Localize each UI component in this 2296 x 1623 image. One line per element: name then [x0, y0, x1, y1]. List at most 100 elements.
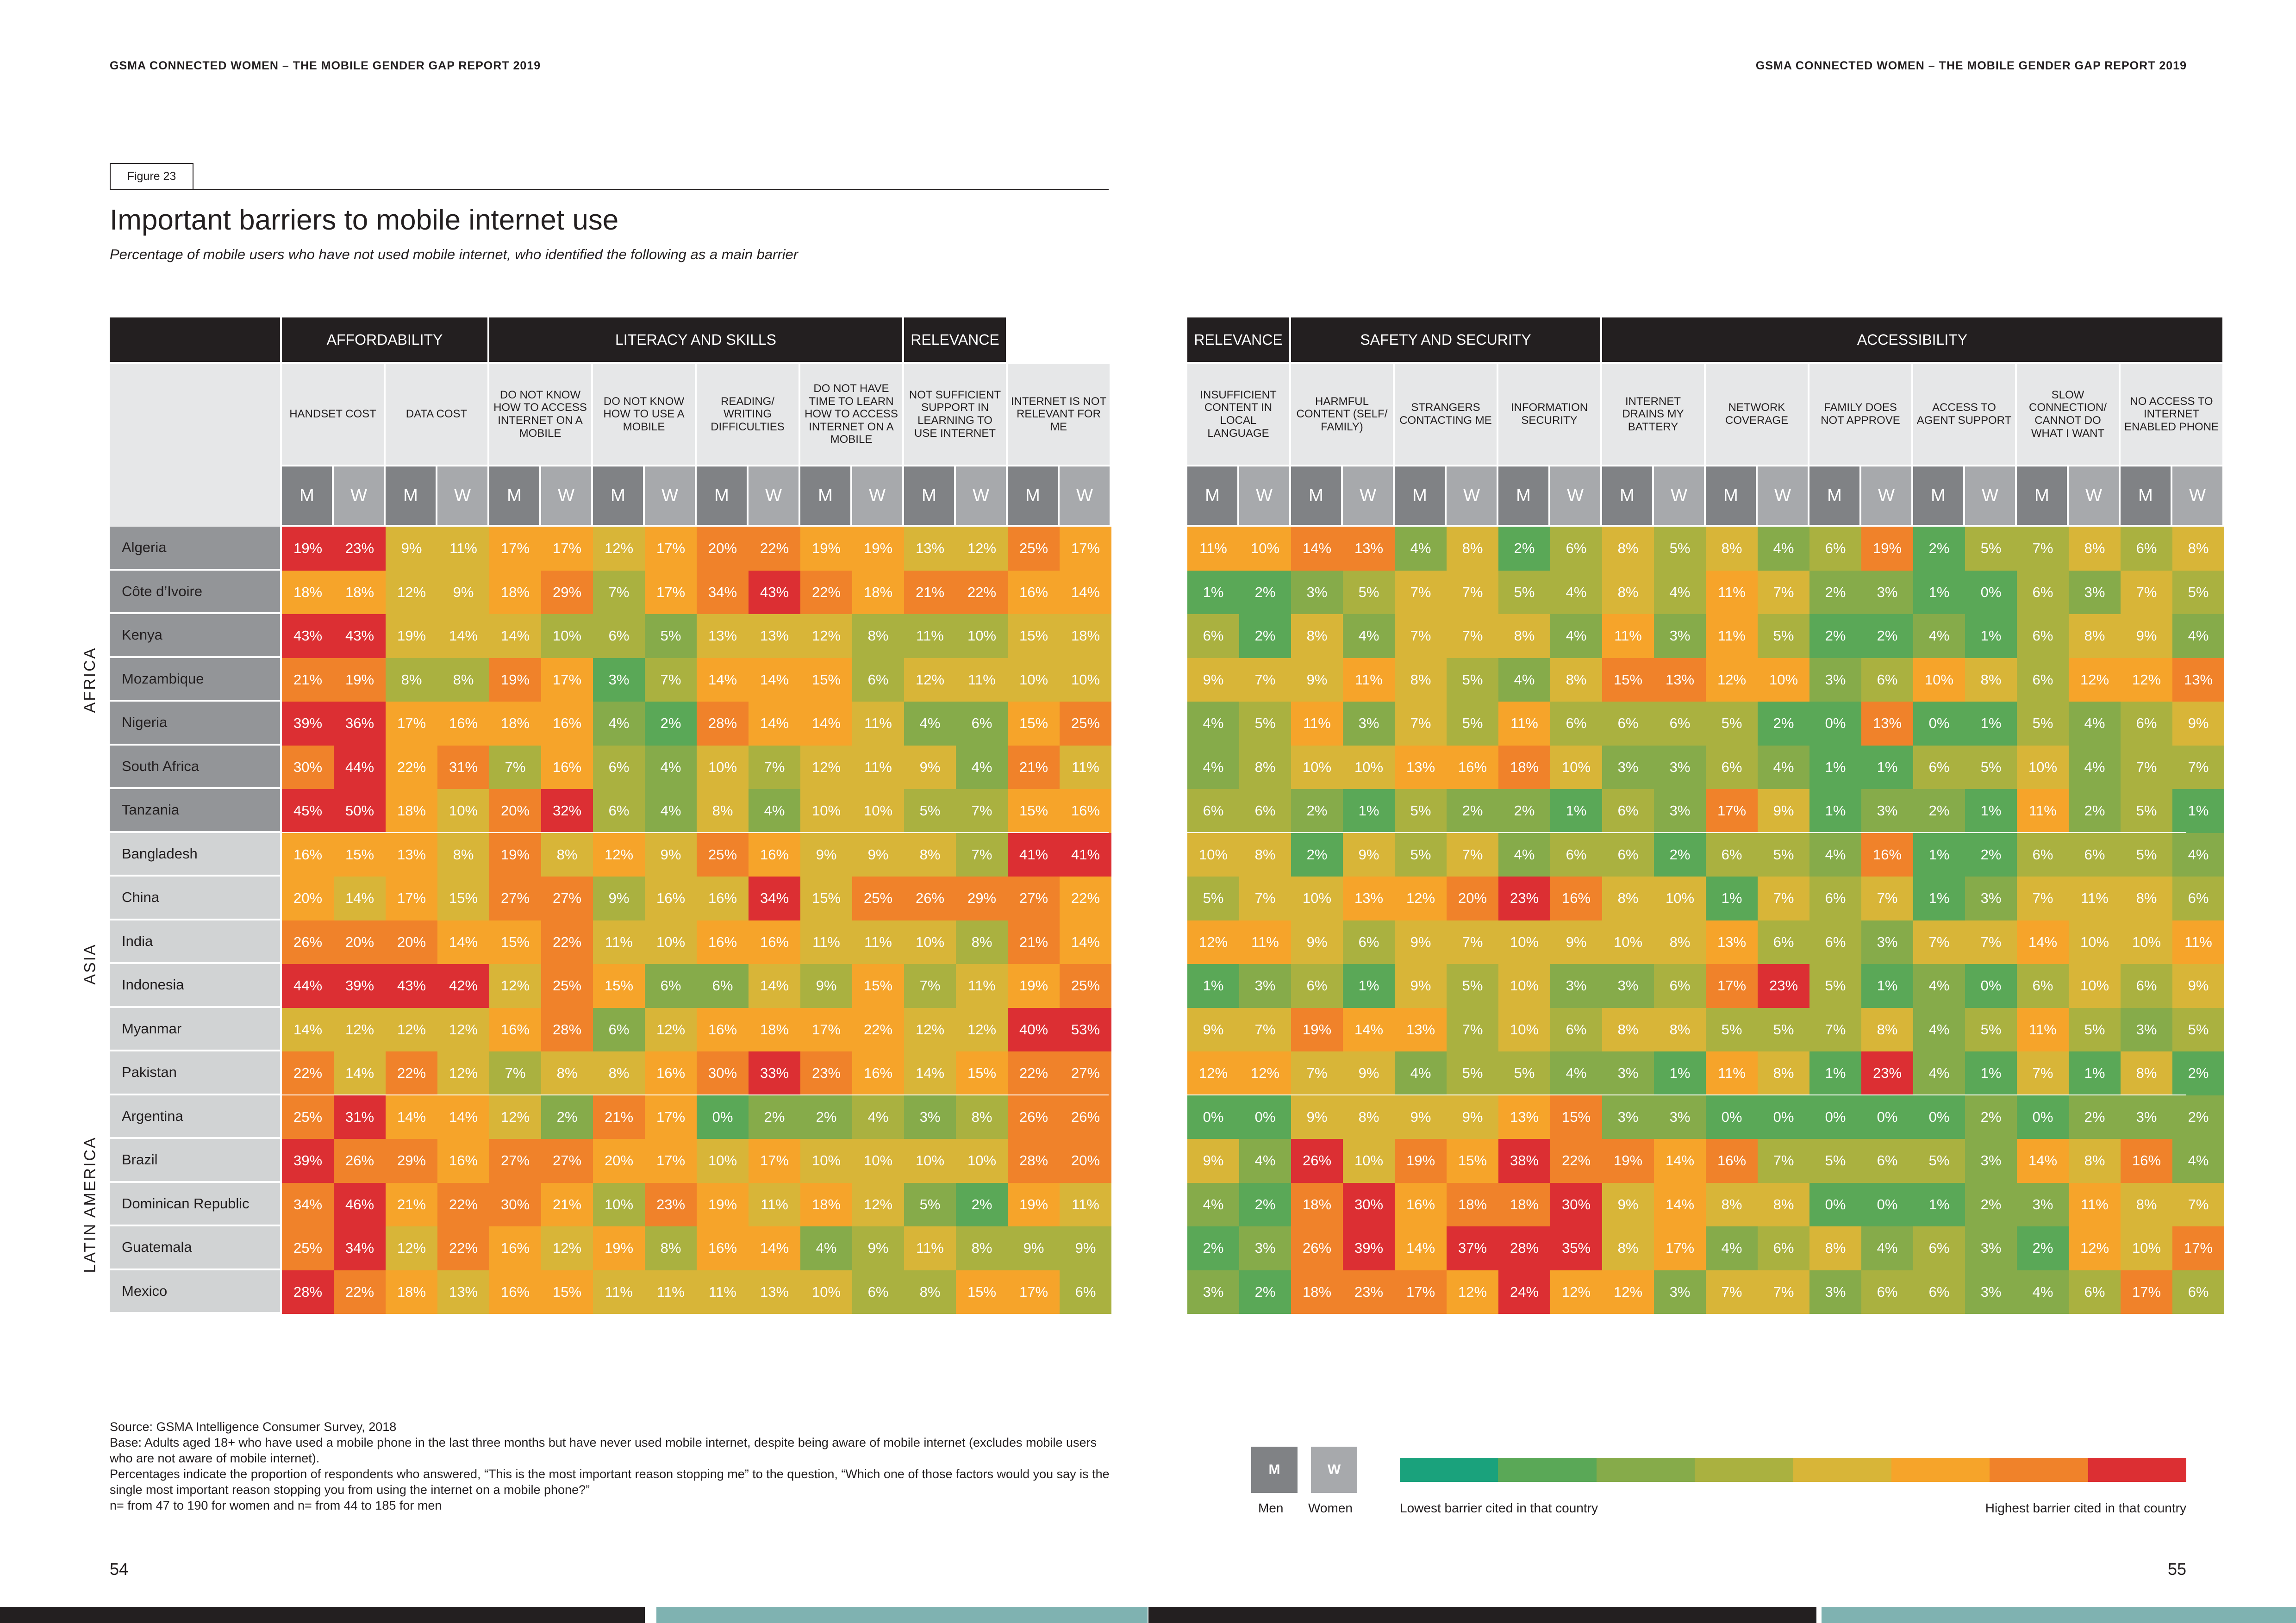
heatmap-cell: 14%: [334, 877, 386, 920]
heatmap-cell: 21%: [386, 1182, 437, 1226]
heatmap-cell: 10%: [1239, 527, 1291, 571]
heatmap-cell: 20%: [1060, 1139, 1111, 1183]
footnote-source: Source: GSMA Intelligence Consumer Surve…: [110, 1420, 397, 1434]
heatmap-cell: 14%: [1395, 1226, 1447, 1270]
heatmap-cell: 7%: [1291, 1051, 1343, 1095]
heatmap-cell: 3%: [1965, 1139, 2017, 1183]
heatmap-cell: 6%: [645, 964, 697, 1008]
heatmap-cell: 15%: [593, 964, 645, 1008]
heatmap-cell: 10%: [437, 789, 489, 833]
heatmap-cell: 1%: [2069, 1051, 2121, 1095]
heatmap-cell: 12%: [800, 745, 852, 789]
heatmap-cell: 9%: [1395, 1095, 1447, 1139]
heatmap-cell: 16%: [282, 833, 334, 877]
heatmap-cell: 4%: [1395, 1051, 1447, 1095]
heatmap-cell: 0%: [697, 1095, 749, 1139]
heatmap-cell: 7%: [1447, 570, 1498, 614]
heatmap-cell: 19%: [1008, 964, 1060, 1008]
heatmap-cell: 16%: [749, 920, 800, 964]
heatmap-cell: 0%: [1706, 1095, 1758, 1139]
heatmap-cell: 17%: [645, 1139, 697, 1183]
legend-scale-step: [1793, 1458, 1891, 1482]
barrier-header: FAMILY DOES NOT APPROVE: [1809, 362, 1913, 465]
heatmap-cell: 7%: [1809, 1007, 1861, 1051]
legend-scale-step: [1891, 1458, 1990, 1482]
heatmap-cell: 5%: [1965, 527, 2017, 571]
heatmap-cell: 9%: [1395, 920, 1447, 964]
heatmap-cell: 7%: [593, 570, 645, 614]
women-column-header: W: [749, 465, 800, 527]
heatmap-cell: 1%: [1809, 745, 1861, 789]
heatmap-cell: 4%: [1861, 1226, 1913, 1270]
heatmap-cell: 11%: [1060, 1182, 1111, 1226]
heatmap-cell: 12%: [386, 1007, 437, 1051]
heatmap-cell: 13%: [904, 527, 956, 571]
heatmap-cell: 3%: [1809, 1270, 1861, 1314]
heatmap-cell: 12%: [956, 1007, 1008, 1051]
heatmap-cell: 6%: [1602, 833, 1654, 877]
heatmap-cell: 8%: [1239, 833, 1291, 877]
heatmap-cell: 0%: [1965, 570, 2017, 614]
heatmap-cell: 7%: [1239, 1007, 1291, 1051]
heatmap-cell: 6%: [1550, 833, 1602, 877]
heatmap-cell: 6%: [2017, 570, 2069, 614]
heatmap-cell: 9%: [1187, 1007, 1239, 1051]
heatmap-cell: 7%: [1965, 920, 2017, 964]
barrier-header: DO NOT KNOW HOW TO USE A MOBILE: [593, 362, 697, 465]
heatmap-cell: 34%: [334, 1226, 386, 1270]
heatmap-cell: 5%: [1654, 527, 1706, 571]
heatmap-cell: 6%: [1602, 789, 1654, 833]
heatmap-cell: 4%: [645, 789, 697, 833]
heatmap-cell: 4%: [1498, 658, 1550, 702]
heatmap-cell: 17%: [2172, 1226, 2224, 1270]
heatmap-cell: 12%: [2069, 658, 2121, 702]
heatmap-cell: 6%: [1758, 1226, 1809, 1270]
heatmap-cell: 17%: [1395, 1270, 1447, 1314]
heatmap-cell: 6%: [1060, 1270, 1111, 1314]
heatmap-cell: 11%: [1239, 920, 1291, 964]
heatmap-cell: 2%: [1861, 614, 1913, 658]
heatmap-cell: 6%: [1550, 1007, 1602, 1051]
legend-scale-step: [1990, 1458, 2088, 1482]
heatmap-cell: 2%: [1809, 570, 1861, 614]
women-column-header: W: [1060, 465, 1111, 527]
heatmap-cell: 1%: [1809, 1051, 1861, 1095]
heatmap-cell: 53%: [1060, 1007, 1111, 1051]
heatmap-cell: 4%: [1239, 1139, 1291, 1183]
heatmap-cell: 7%: [1239, 877, 1291, 920]
heatmap-cell: 10%: [697, 745, 749, 789]
women-column-header: W: [956, 465, 1008, 527]
heatmap-cell: 5%: [904, 1182, 956, 1226]
heatmap-cell: 12%: [386, 1226, 437, 1270]
heatmap-cell: 10%: [541, 614, 593, 658]
heatmap-cell: 13%: [1654, 658, 1706, 702]
heatmap-cell: 11%: [1187, 527, 1239, 571]
men-column-header: M: [282, 465, 334, 527]
heatmap-cell: 15%: [541, 1270, 593, 1314]
heatmap-cell: 10%: [645, 920, 697, 964]
heatmap-cell: 25%: [282, 1226, 334, 1270]
heatmap-cell: 18%: [1060, 614, 1111, 658]
heatmap-cell: 17%: [1008, 1270, 1060, 1314]
heatmap-cell: 46%: [334, 1182, 386, 1226]
heatmap-cell: 12%: [334, 1007, 386, 1051]
heatmap-cell: 7%: [2121, 570, 2172, 614]
heatmap-cell: 9%: [1602, 1182, 1654, 1226]
heatmap-cell: 14%: [800, 702, 852, 746]
heatmap-cell: 12%: [489, 964, 541, 1008]
heatmap-cell: 8%: [1809, 1226, 1861, 1270]
women-column-header: W: [437, 465, 489, 527]
heatmap-cell: 8%: [2069, 527, 2121, 571]
figure-rule: [193, 189, 1109, 190]
heatmap-cell: 9%: [852, 1226, 904, 1270]
heatmap-cell: 11%: [1602, 614, 1654, 658]
heatmap-cell: 17%: [1654, 1226, 1706, 1270]
heatmap-cell: 16%: [1861, 833, 1913, 877]
heatmap-cell: 6%: [2017, 614, 2069, 658]
heatmap-cell: 11%: [904, 614, 956, 658]
legend-scale-step: [2088, 1458, 2186, 1482]
heatmap-cell: 8%: [904, 833, 956, 877]
heatmap-cell: 30%: [697, 1051, 749, 1095]
heatmap-cell: 3%: [1187, 1270, 1239, 1314]
heatmap-cell: 11%: [2069, 1182, 2121, 1226]
